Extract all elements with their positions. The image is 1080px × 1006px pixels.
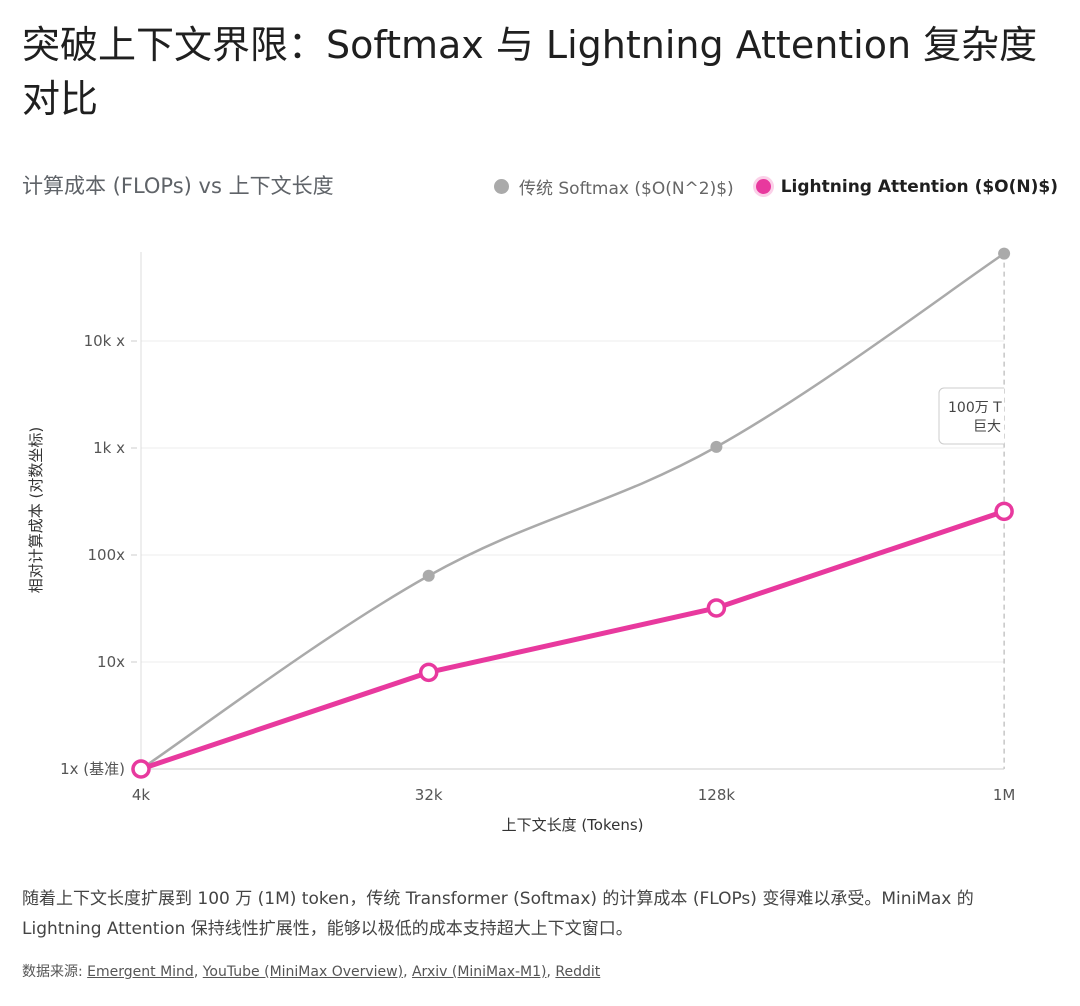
axes: 1x (基准) 10x 100x 1k x 10k x 4k 32k 128k 1M 上下文长度 … [27, 252, 1015, 834]
softmax-line [140, 252, 1005, 771]
x-tick-label: 32k [415, 786, 443, 804]
annotation-line2: 巨大 [973, 419, 1001, 435]
source-link-emergent-mind[interactable]: Emergent Mind [87, 964, 194, 980]
x-tick-label: 128k [698, 786, 736, 804]
softmax-point [710, 440, 723, 453]
sources-line: 数据来源: Emergent Mind, YouTube (MiniMax Ov… [22, 964, 601, 980]
x-tick-label: 4k [132, 786, 151, 804]
annotation-line1: 100万 T [948, 400, 1002, 416]
lightning-line [140, 508, 1005, 772]
lightning-point [131, 759, 151, 779]
chart-title: 计算成本 (FLOPs) vs 上下文长度 [22, 174, 334, 198]
legend-item-lightning[interactable]: Lightning Attention ($O(N)$) [755, 176, 1058, 197]
softmax-point [998, 247, 1011, 260]
annotation-box: 100万 T 巨大 [938, 387, 1005, 445]
sources-label: 数据来源: [22, 964, 88, 980]
y-tick-label: 100x [87, 546, 125, 564]
x-tick-label: 1M [993, 786, 1016, 804]
lightning-point [706, 598, 727, 618]
y-tick-label: 1k x [93, 439, 125, 457]
chart-plot: 1x (基准) 10x 100x 1k x 10k x 4k 32k 128k 1M 上下文长度 … [27, 247, 1015, 834]
source-link-reddit[interactable]: Reddit [555, 964, 601, 980]
lightning-point [418, 662, 439, 683]
page-title: 突破上下文界限：Softmax 与 Lightning Attention 复杂… [22, 23, 1038, 121]
annotation-tooltip: 100万 T 巨大 [938, 387, 1005, 445]
softmax-point [422, 569, 435, 582]
annotation-rect [938, 387, 1005, 445]
series-softmax [135, 247, 1011, 775]
legend-dot-softmax-icon [493, 179, 509, 194]
chart-legend: 传统 Softmax ($O(N^2)$) Lightning Attentio… [493, 174, 1058, 199]
series-lightning [131, 501, 1014, 779]
legend-item-softmax[interactable]: 传统 Softmax ($O(N^2)$) [493, 174, 734, 199]
y-tick-label: 10k x [84, 332, 126, 350]
legend-label-lightning: Lightning Attention ($O(N)$) [780, 176, 1058, 197]
source-link-arxiv[interactable]: Arxiv (MiniMax-M1) [411, 964, 547, 980]
chart-description: 随着上下文长度扩展到 100 万 (1M) token，传统 Transform… [22, 889, 974, 939]
legend-label-softmax: 传统 Softmax ($O(N^2)$) [518, 179, 734, 199]
x-axis-title: 上下文长度 (Tokens) [502, 816, 644, 834]
y-tick-label: 1x (基准) [60, 760, 125, 778]
y-tick-label: 10x [97, 653, 125, 671]
lightning-point [994, 501, 1014, 522]
legend-dot-lightning-icon [755, 179, 771, 194]
y-axis-title: 相对计算成本 (对数坐标) [27, 427, 45, 593]
grid-lines [141, 253, 1005, 769]
source-link-youtube[interactable]: YouTube (MiniMax Overview) [202, 964, 404, 980]
